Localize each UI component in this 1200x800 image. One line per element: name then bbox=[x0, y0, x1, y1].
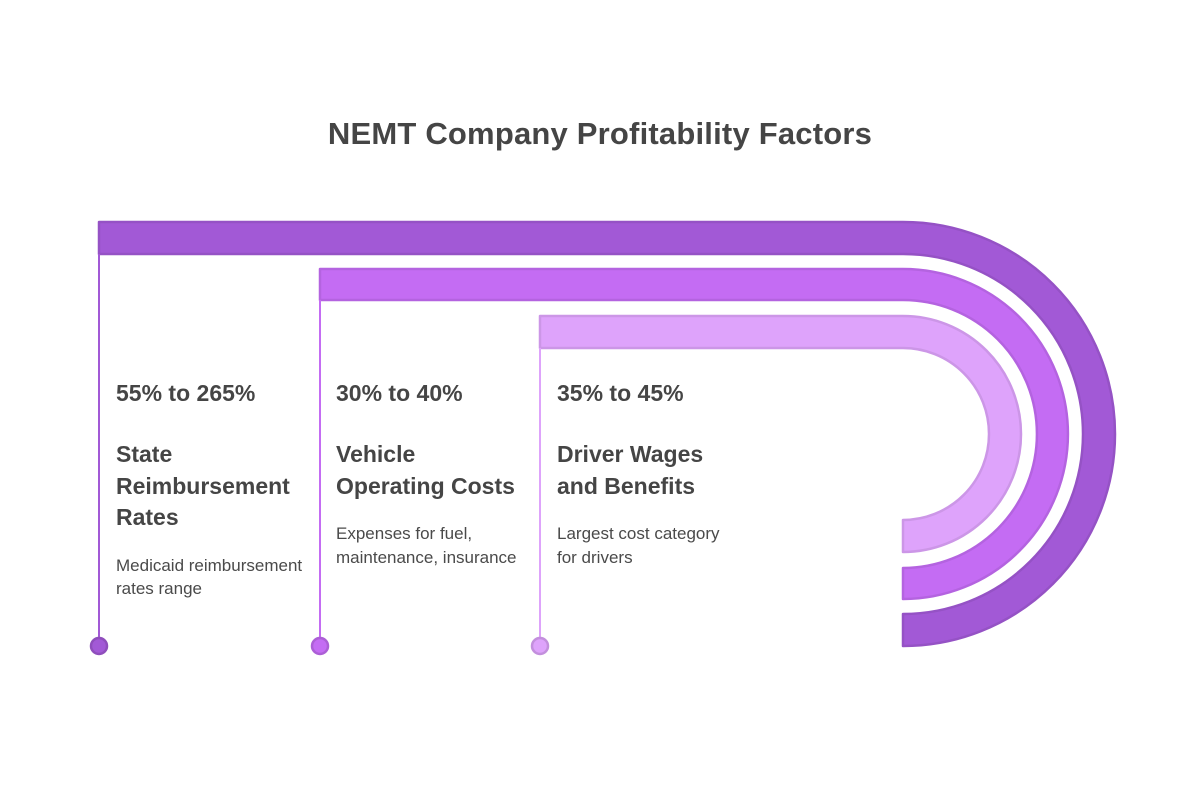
diagram-title: NEMT Company Profitability Factors bbox=[327, 116, 873, 151]
factor-description: Medicaid reimbursement rates range bbox=[116, 555, 303, 599]
factor-heading: State Reimbursement Rates bbox=[116, 441, 290, 530]
factor-state-reimbursement: 55% to 265% State Reimbursement Rates Me… bbox=[116, 376, 316, 601]
arc-band-1 bbox=[97, 220, 1117, 648]
arc-band-3 bbox=[538, 314, 1023, 554]
factor-vehicle-operating: 30% to 40% Vehicle Operating Costs Expen… bbox=[336, 376, 526, 569]
factor-driver-wages: 35% to 45% Driver Wages and Benefits Lar… bbox=[557, 376, 757, 569]
factor-stat: 30% to 40% bbox=[336, 380, 463, 406]
connector-dot-1 bbox=[89, 636, 109, 656]
factor-stat: 35% to 45% bbox=[557, 380, 684, 406]
factor-heading: Vehicle Operating Costs bbox=[336, 441, 515, 499]
connector-dot-2 bbox=[310, 636, 330, 656]
arc-band-2 bbox=[318, 267, 1070, 601]
connector-dot-3 bbox=[530, 636, 550, 656]
factor-description: Expenses for fuel, maintenance, insuranc… bbox=[336, 524, 517, 567]
factor-description: Largest cost category for drivers bbox=[557, 524, 720, 567]
factor-stat: 55% to 265% bbox=[116, 380, 256, 406]
factor-heading: Driver Wages and Benefits bbox=[557, 441, 704, 499]
